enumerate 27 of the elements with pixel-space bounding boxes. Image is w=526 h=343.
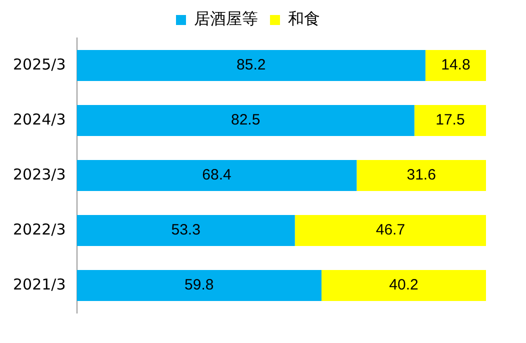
data-label: 46.7 bbox=[376, 222, 406, 239]
y-tick-label: 2023/3 bbox=[12, 165, 66, 184]
bar bbox=[76, 50, 426, 81]
data-label: 31.6 bbox=[406, 166, 436, 184]
legend-label: 居酒屋等 bbox=[194, 9, 258, 28]
legend-label: 和食 bbox=[288, 9, 320, 28]
bar bbox=[425, 50, 486, 81]
y-tick-label: 2021/3 bbox=[12, 275, 66, 294]
y-tick-label: 2024/3 bbox=[12, 110, 66, 128]
bar bbox=[321, 270, 486, 301]
data-label: 17.5 bbox=[436, 112, 465, 129]
data-label: 53.3 bbox=[171, 222, 200, 239]
bar bbox=[76, 270, 322, 301]
data-label: 68.4 bbox=[202, 166, 232, 184]
data-label: 59.8 bbox=[184, 276, 214, 294]
data-label: 85.2 bbox=[236, 56, 266, 74]
bar bbox=[294, 215, 486, 246]
bar bbox=[76, 160, 357, 191]
data-label: 14.8 bbox=[441, 56, 470, 74]
y-tick-label: 2022/3 bbox=[12, 220, 66, 238]
data-label: 82.5 bbox=[230, 112, 260, 129]
bar bbox=[76, 105, 414, 136]
data-label: 40.2 bbox=[389, 276, 418, 294]
y-tick-label: 2025/3 bbox=[12, 55, 66, 74]
bar bbox=[76, 215, 295, 246]
bar bbox=[414, 105, 486, 136]
bar bbox=[356, 160, 486, 191]
